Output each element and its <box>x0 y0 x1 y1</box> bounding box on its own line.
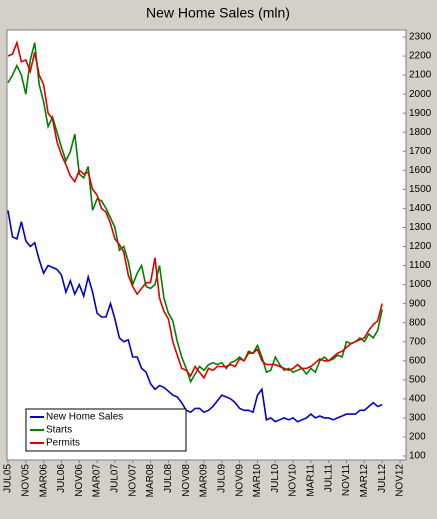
y-tick-label: 700 <box>409 336 426 347</box>
series-line <box>7 42 383 384</box>
y-tick-label: 300 <box>409 413 426 424</box>
x-tick-label: NOV11 <box>341 464 352 496</box>
y-tick-label: 400 <box>409 394 426 405</box>
y-tick-label: 900 <box>409 298 426 309</box>
legend-label: Starts <box>46 425 72 436</box>
y-tick-label: 1700 <box>409 146 432 157</box>
x-tick-label: MAR07 <box>92 464 103 498</box>
x-tick-label: NOV07 <box>127 464 138 497</box>
x-tick-label: NOV09 <box>234 464 245 497</box>
y-tick-label: 1900 <box>409 108 432 119</box>
y-tick-label: 500 <box>409 374 426 385</box>
x-tick-label: MAR12 <box>359 464 370 498</box>
x-tick-label: JUL06 <box>56 464 67 493</box>
y-tick-label: 1600 <box>409 165 432 176</box>
legend-label: New Home Sales <box>46 412 123 423</box>
x-tick-label: MAR11 <box>306 464 317 497</box>
legend-label: Permits <box>46 438 80 449</box>
x-tick-label: JUL11 <box>323 464 334 493</box>
y-tick-label: 1000 <box>409 279 432 290</box>
y-tick-label: 1100 <box>409 260 431 271</box>
y-tick-label: 800 <box>409 317 426 328</box>
series-line <box>7 210 383 423</box>
y-tick-label: 1500 <box>409 184 432 195</box>
y-tick-label: 1300 <box>409 222 432 233</box>
y-tick-label: 2000 <box>409 89 432 100</box>
x-tick-label: JUL05 <box>3 464 14 493</box>
x-tick-label: MAR06 <box>38 464 49 498</box>
plot-area <box>6 29 407 461</box>
x-tick-label: NOV08 <box>181 464 192 497</box>
y-tick-label: 1800 <box>409 127 432 138</box>
x-tick-label: JUL09 <box>216 464 227 493</box>
y-tick-label: 1200 <box>409 241 432 252</box>
y-tick-label: 600 <box>409 355 426 366</box>
y-tick-label: 1400 <box>409 203 432 214</box>
chart-title: New Home Sales (mln) <box>146 5 290 21</box>
x-tick-label: JUL12 <box>377 464 388 493</box>
y-tick-label: 200 <box>409 432 426 443</box>
x-tick-label: JUL10 <box>270 464 281 493</box>
legend-box <box>25 408 187 452</box>
y-tick-label: 2200 <box>409 51 432 62</box>
x-tick-label: NOV06 <box>74 464 85 497</box>
x-tick-label: NOV12 <box>395 464 406 497</box>
x-tick-label: JUL08 <box>163 464 174 493</box>
x-tick-label: JUL07 <box>110 464 121 493</box>
y-tick-label: 2300 <box>409 32 432 43</box>
x-tick-label: NOV05 <box>20 464 31 497</box>
x-tick-label: MAR09 <box>199 464 210 498</box>
y-tick-label: 2100 <box>409 70 432 81</box>
series-line <box>7 39 383 380</box>
y-tick-label: 100 <box>409 451 426 462</box>
x-tick-label: MAR08 <box>145 464 156 498</box>
x-tick-label: NOV10 <box>288 464 299 497</box>
x-tick-label: MAR10 <box>252 464 263 498</box>
